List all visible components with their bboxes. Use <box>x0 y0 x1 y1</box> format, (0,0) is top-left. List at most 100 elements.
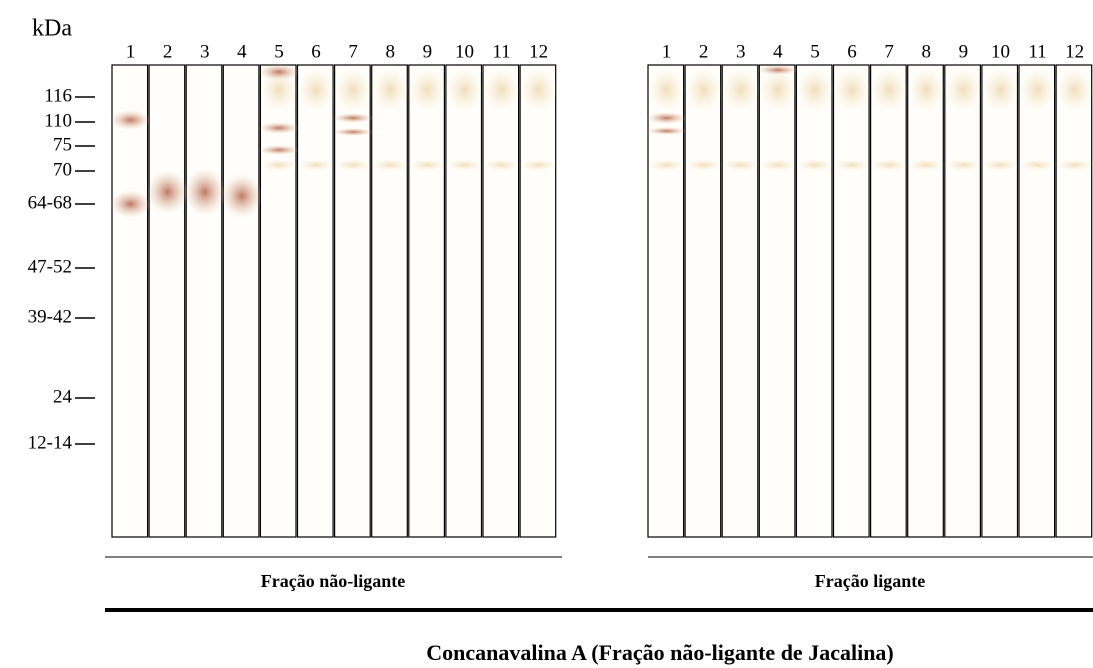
protein-band <box>646 112 687 124</box>
faint-band <box>1056 68 1093 112</box>
lane-number: 5 <box>274 41 284 62</box>
panel-label: Fração não-ligante <box>261 571 405 591</box>
protein-band <box>258 145 299 155</box>
faint-band <box>483 68 520 112</box>
marker-label: 24 <box>53 386 73 407</box>
faint-band <box>1019 68 1056 112</box>
lane-number: 3 <box>200 41 210 62</box>
faint-band <box>446 159 483 171</box>
lane-number: 1 <box>126 41 136 62</box>
protein-band <box>147 170 188 214</box>
faint-band <box>834 159 871 171</box>
faint-band <box>335 159 372 171</box>
gel-lane <box>648 65 684 537</box>
lane-number: 9 <box>423 41 433 62</box>
faint-band <box>298 159 335 171</box>
faint-band <box>1056 159 1093 171</box>
gel-lane <box>446 65 482 537</box>
figure: kDa Fração não-ligante Fração ligante Co… <box>0 0 1093 668</box>
protein-band <box>221 174 262 218</box>
protein-band <box>258 122 299 134</box>
protein-band <box>184 168 225 216</box>
faint-band <box>648 159 685 171</box>
faint-band <box>834 68 871 112</box>
lane-number: 5 <box>810 41 820 62</box>
gel-lane <box>759 65 795 537</box>
faint-band <box>759 159 796 171</box>
gel-lane <box>945 65 981 537</box>
marker-label: 110 <box>44 110 72 131</box>
gel-lane <box>982 65 1018 537</box>
axis-label: kDa <box>32 16 72 42</box>
faint-band <box>483 159 520 171</box>
lane-number: 3 <box>736 41 746 62</box>
faint-band <box>908 68 945 112</box>
faint-band <box>409 68 446 112</box>
gel-lane <box>260 65 296 537</box>
faint-band <box>796 68 833 112</box>
marker-label: 64-68 <box>28 192 72 213</box>
lane-number: 10 <box>455 41 474 62</box>
lane-number: 12 <box>529 41 548 62</box>
gel-lane <box>871 65 907 537</box>
marker-label: 70 <box>53 159 72 180</box>
panel-label: Fração ligante <box>815 571 925 591</box>
faint-band <box>298 68 335 112</box>
gel-lane <box>834 65 870 537</box>
faint-band <box>260 159 297 171</box>
lane-number: 10 <box>991 41 1010 62</box>
faint-band <box>520 68 557 112</box>
faint-band <box>648 68 685 112</box>
faint-band <box>908 159 945 171</box>
gel-lane <box>112 65 148 537</box>
protein-band <box>110 190 151 218</box>
lane-number: 11 <box>1028 41 1046 62</box>
lane-number: 6 <box>311 41 321 62</box>
lane-number: 8 <box>922 41 932 62</box>
protein-band <box>646 127 687 135</box>
gel-lane <box>685 65 721 537</box>
protein-band <box>757 65 798 75</box>
gel-lane <box>483 65 519 537</box>
lane-number: 1 <box>662 41 672 62</box>
faint-band <box>685 159 722 171</box>
gel-lane <box>223 65 259 537</box>
protein-band <box>258 64 299 80</box>
gel-lane <box>1056 65 1092 537</box>
gel-lane <box>372 65 408 537</box>
gel-lane <box>298 65 334 537</box>
lane-number: 7 <box>348 41 358 62</box>
lane-number: 12 <box>1065 41 1084 62</box>
faint-band <box>409 159 446 171</box>
faint-band <box>796 159 833 171</box>
marker-label: 39-42 <box>28 306 72 327</box>
marker-label: 47-52 <box>28 256 72 277</box>
caption: Concanavalina A (Fração não-ligante de J… <box>426 640 894 665</box>
marker-label: 116 <box>44 85 72 106</box>
faint-band <box>685 68 722 112</box>
lane-number: 2 <box>163 41 173 62</box>
gel-lane <box>796 65 832 537</box>
gel-lane <box>409 65 445 537</box>
faint-band <box>722 159 759 171</box>
protein-band <box>333 113 374 123</box>
faint-band <box>871 68 908 112</box>
faint-band <box>520 159 557 171</box>
marker-label: 75 <box>53 134 72 155</box>
faint-band <box>871 159 908 171</box>
lane-number: 6 <box>847 41 857 62</box>
faint-band <box>945 68 982 112</box>
faint-band <box>335 68 372 112</box>
gel-lane <box>520 65 556 537</box>
gel-lane <box>908 65 944 537</box>
lane-number: 9 <box>959 41 969 62</box>
faint-band <box>982 68 1019 112</box>
gel-lane <box>186 65 222 537</box>
lane-number: 11 <box>492 41 510 62</box>
protein-band <box>110 110 151 130</box>
marker-label: 12-14 <box>28 432 73 453</box>
faint-band <box>722 68 759 112</box>
lane-number: 2 <box>699 41 709 62</box>
protein-band <box>333 128 374 136</box>
faint-band <box>982 159 1019 171</box>
